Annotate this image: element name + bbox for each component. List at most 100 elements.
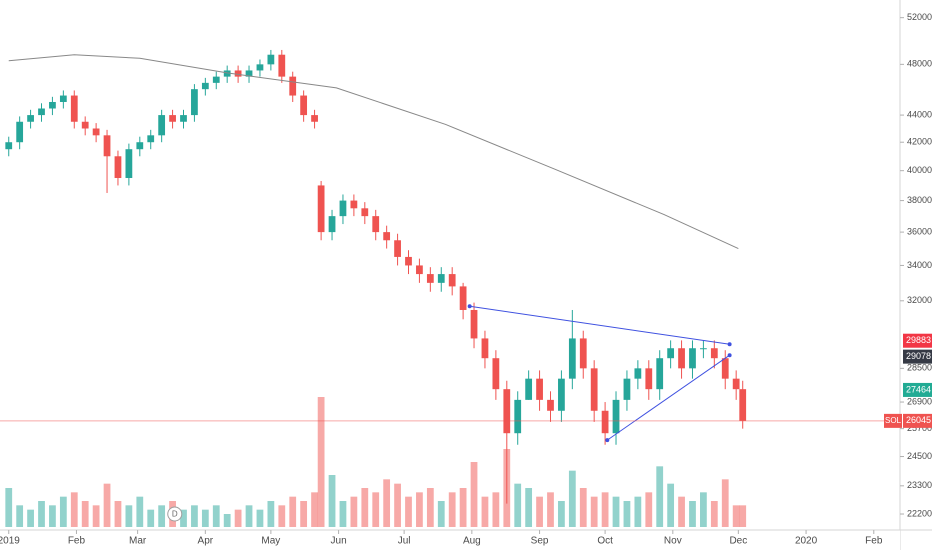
volume-bar <box>525 488 533 527</box>
volume-bar <box>601 492 609 527</box>
candle-body <box>49 101 56 109</box>
volume-bar <box>710 501 718 527</box>
candle-body <box>514 399 522 434</box>
price-label-box <box>903 413 932 428</box>
price-label-box <box>903 333 932 348</box>
volume-bar <box>721 479 729 527</box>
candle-body <box>568 338 576 379</box>
volume-bar <box>328 475 336 527</box>
x-tick-label: May <box>261 536 280 547</box>
volume-bar <box>125 505 133 527</box>
x-tick-label: Sep <box>531 536 549 547</box>
candle-body <box>481 338 489 359</box>
candle-body <box>16 121 24 143</box>
volume-bar <box>689 501 696 527</box>
x-tick-label: 2020 <box>795 536 818 547</box>
candle-body <box>81 121 89 129</box>
volume-bar <box>103 483 111 527</box>
candle-body <box>372 216 380 233</box>
volume-bar <box>201 509 209 527</box>
volume-bar <box>459 488 467 527</box>
candle-body <box>103 135 111 157</box>
y-tick-label: 44000 <box>907 109 932 119</box>
volume-bar <box>481 496 489 527</box>
volume-bar <box>394 483 401 527</box>
volume-bar <box>147 509 155 527</box>
price-label-box <box>903 382 932 397</box>
candle-body <box>38 108 45 116</box>
y-tick-label: 38000 <box>907 195 932 205</box>
moving-average <box>8 54 739 249</box>
volume-bar <box>245 505 253 527</box>
volume-bar <box>590 496 598 527</box>
candle-body <box>579 338 587 369</box>
event-marker-label: D <box>172 510 178 519</box>
volume-bar <box>732 505 740 527</box>
volume-bar <box>678 496 685 527</box>
volume-bar <box>350 496 358 527</box>
candle-body <box>311 115 318 122</box>
candle-body <box>645 368 653 390</box>
x-tick-label: Feb <box>865 536 883 547</box>
x-tick-label: Feb <box>68 536 86 547</box>
candle-body <box>201 82 209 90</box>
candle-body <box>289 76 297 96</box>
volume-bar <box>667 483 675 527</box>
volume-bar <box>656 466 664 527</box>
volume-bar <box>426 488 434 527</box>
y-tick-label: 52000 <box>907 12 932 22</box>
volume-bar <box>612 496 620 527</box>
y-tick-label: 36000 <box>907 226 932 236</box>
x-tick-label: Apr <box>198 536 214 547</box>
candle-body <box>350 200 358 209</box>
volume-bar <box>558 501 565 527</box>
volume-bar <box>383 479 391 527</box>
candle-body <box>191 89 198 116</box>
volume-bar <box>405 496 412 527</box>
volume-bar <box>92 505 100 527</box>
volume-bar <box>27 509 34 527</box>
volume-bar <box>579 488 587 527</box>
candle-body <box>700 348 707 350</box>
x-tick-label: Dec <box>729 536 747 547</box>
candle-body <box>437 274 445 283</box>
volume-bar <box>70 492 78 527</box>
volume-bar <box>634 496 642 527</box>
price-axis <box>900 0 932 550</box>
volume-bar <box>289 496 297 527</box>
candle-body <box>558 378 565 411</box>
volume-bar <box>300 501 308 527</box>
y-tick-label: 42000 <box>907 137 932 147</box>
volume-bar <box>372 492 380 527</box>
price-label: 27464 <box>906 384 931 394</box>
candle-body <box>459 286 467 310</box>
candle-body <box>634 368 642 379</box>
candle-body <box>114 156 122 179</box>
volume-bar <box>49 505 56 527</box>
candle-body <box>317 185 325 233</box>
y-tick-label: 28500 <box>907 363 932 373</box>
candle-body <box>394 240 401 257</box>
y-tick-label: 48000 <box>907 59 932 69</box>
candle-body <box>361 208 369 217</box>
candle-body <box>328 216 336 233</box>
candle-body <box>234 70 242 77</box>
candle-body <box>547 399 554 411</box>
candle-body <box>678 348 685 369</box>
trendline <box>469 305 730 345</box>
volume-bar <box>180 509 187 527</box>
volume-bar <box>492 492 500 527</box>
volume-bar <box>470 462 478 527</box>
candle-body <box>147 135 155 143</box>
volume-bar <box>361 488 369 527</box>
price-label: 29883 <box>906 335 931 345</box>
volume-bar <box>623 501 631 527</box>
volume-bar <box>212 505 220 527</box>
candle-body <box>503 389 511 434</box>
volume-bar <box>317 397 325 527</box>
volume-bar <box>234 509 242 527</box>
volume-bar <box>568 470 576 527</box>
event-marker <box>167 506 183 522</box>
volume-bar <box>278 505 286 527</box>
